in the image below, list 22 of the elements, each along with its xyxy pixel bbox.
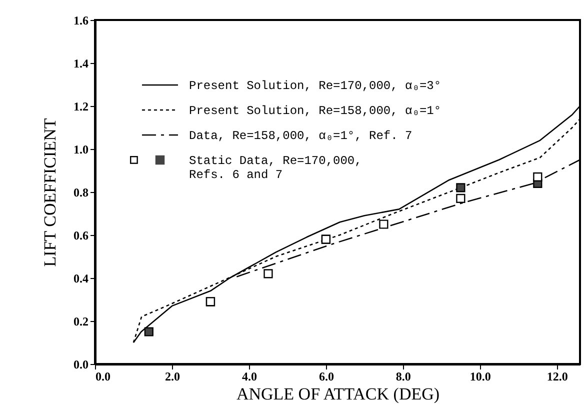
legend-label: Data, Re=158,000, α₀=1°, Ref. 7 bbox=[189, 129, 412, 143]
x-tick-label: 6.0 bbox=[318, 370, 334, 384]
legend-label: Present Solution, Re=158,000, α₀=1° bbox=[189, 104, 442, 118]
y-tick-label: 1.0 bbox=[74, 142, 88, 156]
y-tick-label: 0.4 bbox=[74, 272, 88, 286]
x-axis-title: ANGLE OF ATTACK (DEG) bbox=[236, 384, 440, 404]
y-tick-label: 1.2 bbox=[74, 100, 88, 114]
y-axis-title: LIFT COEFFICIENT bbox=[40, 118, 60, 267]
legend-label: Static Data, Re=170,000, Refs. 6 and 7 bbox=[189, 154, 362, 182]
x-tick-label: 2.0 bbox=[164, 370, 180, 384]
x-tick-label: 10.0 bbox=[470, 370, 491, 384]
x-tick-label: 0.0 bbox=[96, 370, 110, 384]
y-tick-label: 0.2 bbox=[74, 314, 88, 328]
legend-label: Present Solution, Re=170,000, α₀=3° bbox=[189, 79, 442, 93]
y-tick-label: 1.4 bbox=[74, 56, 88, 70]
y-tick-label: 0.8 bbox=[74, 186, 88, 200]
x-tick-label: 8.0 bbox=[396, 370, 411, 384]
y-tick-label: 0.0 bbox=[74, 358, 88, 372]
x-tick-label: 4.0 bbox=[242, 370, 257, 384]
x-tick-label: 12.0 bbox=[546, 370, 568, 384]
y-tick-label: 1.6 bbox=[74, 14, 88, 28]
y-tick-label: 0.6 bbox=[74, 228, 88, 242]
